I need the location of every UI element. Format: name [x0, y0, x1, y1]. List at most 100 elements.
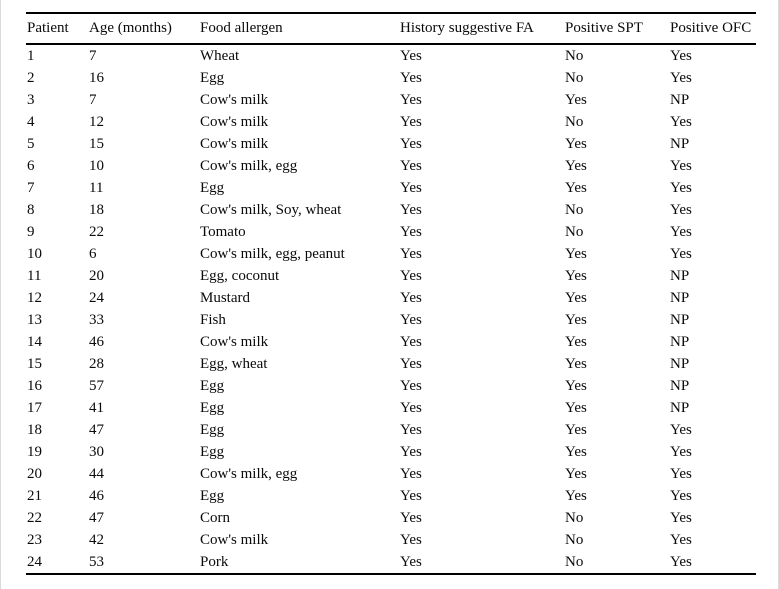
cell-patient: 16 [27, 378, 42, 394]
column-header-food-allergen: Food allergen [199, 13, 399, 45]
cell-patient: 1 [27, 48, 35, 64]
cell-positive-ofc: Yes [670, 422, 692, 438]
table-row: 7 11 Egg Yes Yes Yes [26, 177, 756, 199]
cell-history-fa: Yes [400, 488, 422, 504]
table-row: 6 10 Cow's milk, egg Yes Yes Yes [26, 155, 756, 177]
cell-age: 47 [89, 510, 104, 526]
cell-age: 18 [89, 202, 104, 218]
header-row: Patient Age (months) Food allergen Histo… [26, 13, 756, 45]
cell-history-fa: Yes [400, 92, 422, 108]
cell-positive-ofc: NP [670, 136, 690, 152]
cell-history-fa: Yes [400, 224, 422, 240]
cell-positive-ofc: Yes [670, 554, 692, 570]
cell-patient: 22 [27, 510, 42, 526]
cell-history-fa: Yes [400, 246, 422, 262]
cell-positive-ofc: Yes [670, 70, 692, 86]
cell-positive-spt: No [565, 510, 584, 526]
cell-positive-ofc: Yes [670, 532, 692, 548]
table-row: 8 18 Cow's milk, Soy, wheat Yes No Yes [26, 199, 756, 221]
cell-history-fa: Yes [400, 510, 422, 526]
cell-food-allergen: Corn [200, 510, 230, 526]
cell-age: 6 [89, 246, 97, 262]
cell-positive-spt: No [565, 114, 584, 130]
cell-patient: 8 [27, 202, 35, 218]
cell-positive-ofc: Yes [670, 158, 692, 174]
cell-age: 7 [89, 48, 97, 64]
cell-food-allergen: Egg, coconut [200, 268, 280, 284]
cell-food-allergen: Wheat [200, 48, 240, 64]
cell-age: 28 [89, 356, 104, 372]
cell-food-allergen: Cow's milk, egg [200, 466, 298, 482]
cell-history-fa: Yes [400, 554, 422, 570]
cell-age: 33 [89, 312, 104, 328]
cell-age: 47 [89, 422, 104, 438]
cell-age: 30 [89, 444, 104, 460]
cell-age: 12 [89, 114, 104, 130]
cell-age: 41 [89, 400, 104, 416]
cell-positive-ofc: Yes [670, 510, 692, 526]
cell-positive-ofc: Yes [670, 488, 692, 504]
cell-positive-ofc: Yes [670, 114, 692, 130]
cell-history-fa: Yes [400, 268, 422, 284]
cell-age: 10 [89, 158, 104, 174]
cell-age: 46 [89, 488, 104, 504]
cell-food-allergen: Cow's milk, egg [200, 158, 298, 174]
patient-allergen-table: Patient Age (months) Food allergen Histo… [26, 12, 756, 575]
cell-positive-ofc: NP [670, 312, 690, 328]
cell-history-fa: Yes [400, 444, 422, 460]
cell-food-allergen: Cow's milk [200, 92, 269, 108]
cell-positive-spt: No [565, 224, 584, 240]
cell-positive-spt: Yes [565, 422, 587, 438]
cell-history-fa: Yes [400, 466, 422, 482]
cell-positive-spt: Yes [565, 246, 587, 262]
cell-patient: 19 [27, 444, 42, 460]
cell-age: 22 [89, 224, 104, 240]
cell-history-fa: Yes [400, 312, 422, 328]
cell-food-allergen: Egg [200, 488, 225, 504]
cell-positive-ofc: NP [670, 400, 690, 416]
cell-food-allergen: Cow's milk [200, 114, 269, 130]
cell-patient: 18 [27, 422, 42, 438]
cell-age: 7 [89, 92, 97, 108]
cell-patient: 10 [27, 246, 42, 262]
cell-history-fa: Yes [400, 202, 422, 218]
cell-history-fa: Yes [400, 400, 422, 416]
cell-positive-spt: Yes [565, 312, 587, 328]
cell-positive-ofc: NP [670, 92, 690, 108]
cell-patient: 24 [27, 554, 42, 570]
cell-patient: 17 [27, 400, 42, 416]
cell-age: 44 [89, 466, 104, 482]
cell-food-allergen: Cow's milk [200, 334, 269, 350]
cell-age: 42 [89, 532, 104, 548]
cell-age: 57 [89, 378, 104, 394]
cell-food-allergen: Egg [200, 378, 225, 394]
cell-positive-spt: Yes [565, 400, 587, 416]
cell-age: 24 [89, 290, 104, 306]
table-row: 11 20 Egg, coconut Yes Yes NP [26, 265, 756, 287]
table-row: 2 16 Egg Yes No Yes [26, 67, 756, 89]
cell-positive-ofc: Yes [670, 466, 692, 482]
cell-positive-ofc: NP [670, 378, 690, 394]
cell-food-allergen: Mustard [200, 290, 250, 306]
cell-history-fa: Yes [400, 422, 422, 438]
cell-patient: 11 [27, 268, 42, 284]
cell-patient: 9 [27, 224, 35, 240]
table-row: 21 46 Egg Yes Yes Yes [26, 485, 756, 507]
cell-history-fa: Yes [400, 114, 422, 130]
table-row: 3 7 Cow's milk Yes Yes NP [26, 89, 756, 111]
cell-positive-ofc: Yes [670, 180, 692, 196]
cell-patient: 7 [27, 180, 35, 196]
cell-positive-ofc: Yes [670, 444, 692, 460]
cell-food-allergen: Egg [200, 400, 225, 416]
table-row: 10 6 Cow's milk, egg, peanut Yes Yes Yes [26, 243, 756, 265]
cell-age: 15 [89, 136, 104, 152]
cell-patient: 20 [27, 466, 42, 482]
cell-food-allergen: Egg, wheat [200, 356, 268, 372]
table-row: 15 28 Egg, wheat Yes Yes NP [26, 353, 756, 375]
cell-positive-spt: Yes [565, 180, 587, 196]
cell-age: 11 [89, 180, 104, 196]
cell-history-fa: Yes [400, 532, 422, 548]
cell-food-allergen: Tomato [200, 224, 246, 240]
table-row: 17 41 Egg Yes Yes NP [26, 397, 756, 419]
cell-patient: 6 [27, 158, 35, 174]
